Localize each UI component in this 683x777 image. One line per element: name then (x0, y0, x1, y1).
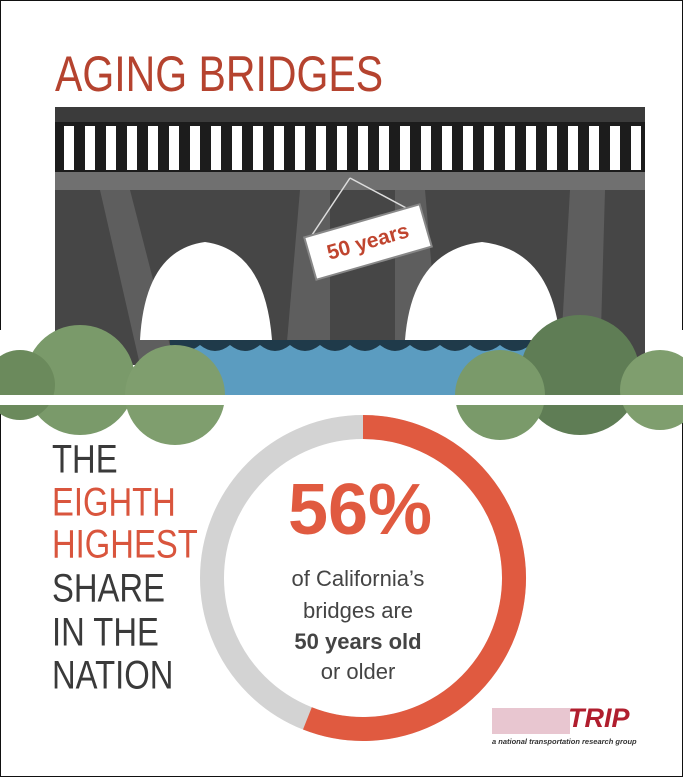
railing-post (85, 126, 95, 170)
headline-line: THE (52, 436, 118, 481)
railing-post (526, 126, 536, 170)
railing-post (379, 126, 389, 170)
title: AGING BRIDGES (55, 46, 383, 102)
headline-line: HIGHEST (52, 521, 198, 566)
caption-line: bridges are (303, 598, 413, 623)
railing-post (400, 126, 410, 170)
railing-post (358, 126, 368, 170)
railing-post (253, 126, 263, 170)
infographic: AGING BRIDGES 50 years THEEIGHTHHIGHESTS… (0, 0, 683, 777)
logo-tagline: a national transportation research group (492, 737, 637, 746)
railing-post (106, 126, 116, 170)
headline-line: EIGHTH (52, 479, 176, 524)
railing-post (547, 126, 557, 170)
railing-post (190, 126, 200, 170)
railing-post (274, 126, 284, 170)
deck-top (55, 107, 645, 122)
deck-band (55, 172, 645, 190)
railing-post (610, 126, 620, 170)
railing-post (127, 126, 137, 170)
railing-post (211, 126, 221, 170)
donut-label: 56% (288, 470, 432, 550)
railing-post (631, 126, 641, 170)
railing-post (421, 126, 431, 170)
railing-post (463, 126, 473, 170)
logo: TRIP a national transportation research … (492, 703, 637, 746)
headline-line: NATION (52, 652, 173, 697)
bg (0, 395, 683, 405)
railing-post (232, 126, 242, 170)
railing-post (442, 126, 452, 170)
railing-post (589, 126, 599, 170)
railing-post (568, 126, 578, 170)
railing-post (148, 126, 158, 170)
railing-post (169, 126, 179, 170)
headline-line: SHARE (52, 565, 165, 610)
railing-post (64, 126, 74, 170)
railing-post (484, 126, 494, 170)
logo-name: TRIP (568, 703, 630, 733)
title-group: AGING BRIDGES (55, 46, 383, 102)
caption-line: or older (321, 659, 396, 684)
page: AGING BRIDGES 50 years THEEIGHTHHIGHESTS… (0, 0, 683, 777)
caption-line: of California’s (292, 566, 425, 591)
bridge: 50 years (0, 107, 683, 445)
railing-post (316, 126, 326, 170)
logo-texture (492, 708, 570, 734)
railing-post (295, 126, 305, 170)
headline-line: IN THE (52, 609, 159, 654)
railing-post (505, 126, 515, 170)
railing-post (337, 126, 347, 170)
caption-line: 50 years old (294, 629, 421, 654)
